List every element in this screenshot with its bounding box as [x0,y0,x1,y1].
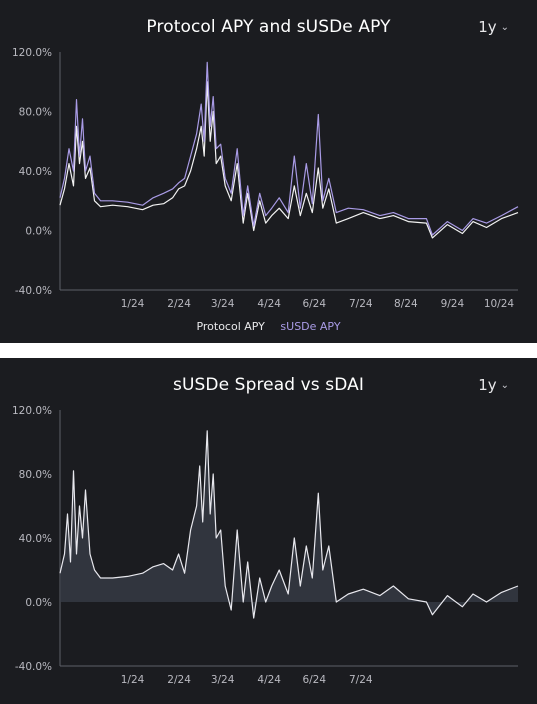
range-selector[interactable]: 1y ⌄ [478,376,509,394]
x-tick-label: 4/24 [257,298,281,310]
apy-line-chart: 120.0% 80.0% 40.0% 0.0% -40.0% 1/24 2/24 3/24 4/… [12,47,519,310]
y-tick-label: 120.0% [12,405,52,417]
y-tick-label: 40.0% [19,533,52,545]
x-tick-label: 3/24 [211,298,235,310]
x-tick-label: 3/24 [211,674,235,686]
legend-item-protocol-apy[interactable]: Protocol APY [196,320,265,333]
chart-title: Protocol APY and sUSDe APY [146,17,391,37]
spread-chart-panel: sUSDe Spread vs sDAI 1y ⌄ 120.0% 80.0% 40.0… [0,358,537,704]
spread-series-line [59,430,519,619]
x-tick-label: 7/24 [349,674,373,686]
range-selector-label[interactable]: 1y [478,376,497,394]
y-tick-label: 120.0% [12,47,52,59]
x-tick-label: 4/24 [257,674,281,686]
x-tick-label: 7/24 [349,298,373,310]
legend-item-susde-apy[interactable]: sUSDe APY [280,320,341,333]
x-tick-label: 9/24 [441,298,465,310]
x-tick-label: 2/24 [167,298,191,310]
chart-legend: Protocol APY sUSDe APY [0,320,537,333]
x-tick-label: 10/24 [484,298,515,310]
susde-apy-series-line [59,61,519,236]
range-selector[interactable]: 1y ⌄ [478,18,509,36]
spread-area-fill [60,430,518,618]
y-tick-label: 80.0% [19,469,52,481]
spread-area-chart: 120.0% 80.0% 40.0% 0.0% -40.0% 1/24 2/24 3/24 4/… [12,405,519,686]
x-tick-label: 8/24 [394,298,418,310]
x-tick-label: 6/24 [302,298,326,310]
range-selector-label[interactable]: 1y [478,18,497,36]
y-tick-label: 40.0% [19,166,52,178]
y-tick-label: -40.0% [15,661,52,673]
x-tick-label: 1/24 [121,674,145,686]
chevron-down-icon[interactable]: ⌄ [500,380,509,391]
y-tick-label: 0.0% [25,226,52,238]
protocol-apy-series-line [59,81,519,239]
apy-chart-panel: Protocol APY and sUSDe APY 1y ⌄ 120.0% 80.… [0,0,537,343]
x-tick-label: 2/24 [167,674,191,686]
chart-title: sUSDe Spread vs sDAI [173,375,364,395]
y-tick-label: -40.0% [15,285,52,297]
y-tick-label: 0.0% [25,597,52,609]
x-tick-label: 1/24 [121,298,145,310]
y-tick-label: 80.0% [19,107,52,119]
x-tick-label: 6/24 [302,674,326,686]
chevron-down-icon[interactable]: ⌄ [500,22,509,33]
